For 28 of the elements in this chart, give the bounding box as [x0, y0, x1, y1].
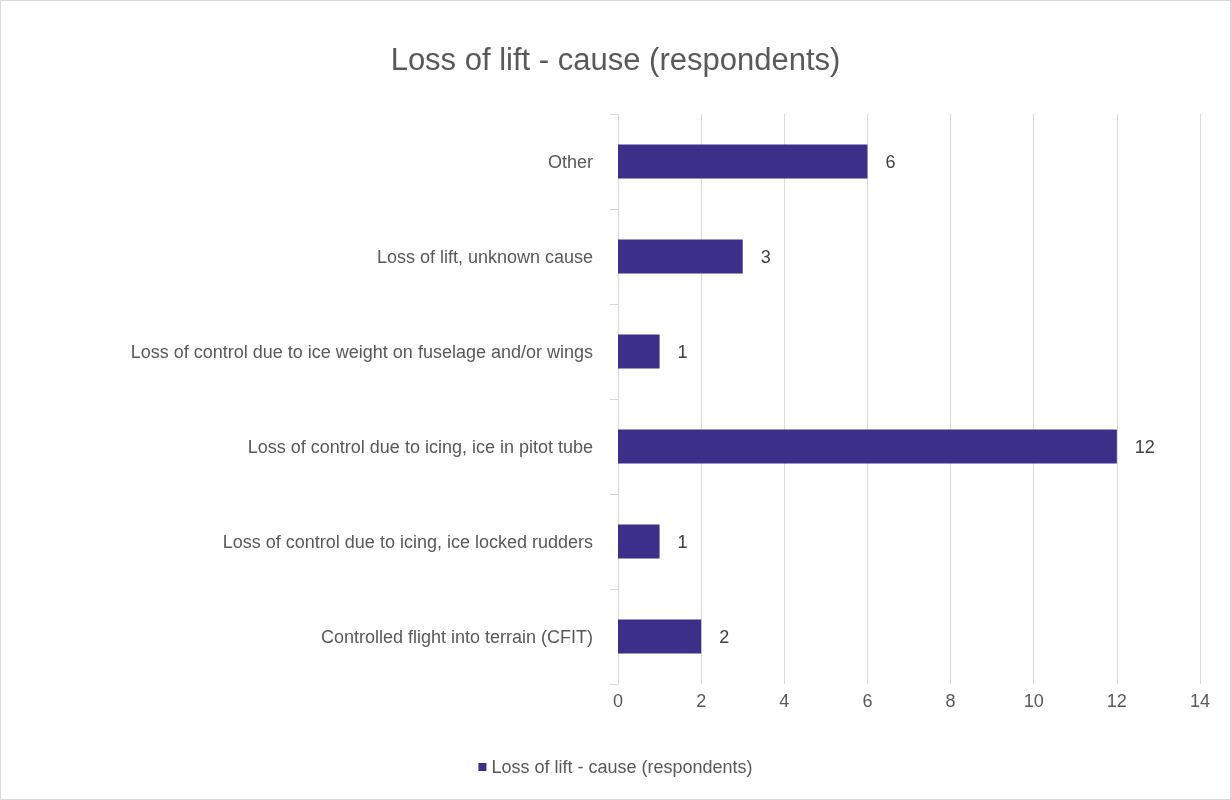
x-tick-label: 10 [1023, 691, 1044, 711]
bar [618, 524, 660, 559]
data-label: 1 [677, 341, 688, 362]
data-label: 2 [719, 626, 730, 647]
legend-label: Loss of lift - cause (respondents) [491, 757, 753, 777]
x-tick-label: 2 [696, 691, 707, 711]
y-tick-label: Loss of control due to icing, ice in pitot tube [247, 436, 593, 457]
chart-title: Loss of lift - cause (respondents) [390, 42, 841, 77]
y-tick-label: Loss of lift, unknown cause [376, 246, 593, 267]
data-label: 6 [885, 151, 896, 172]
y-tick-label: Loss of control due to ice weight on fuselage and/or wings [130, 341, 593, 362]
y-tick-label: Controlled flight into terrain (CFIT) [320, 626, 593, 647]
bar [618, 239, 743, 274]
bar [618, 334, 660, 369]
x-tick-label: 0 [612, 691, 624, 711]
x-tick-label: 4 [779, 691, 790, 711]
data-label: 1 [677, 531, 688, 552]
data-label: 12 [1134, 436, 1155, 457]
data-label: 3 [760, 246, 771, 267]
x-tick-label: 12 [1106, 691, 1127, 711]
bar [618, 144, 868, 179]
bar [618, 619, 702, 654]
y-tick-label: Loss of control due to icing, ice locked rudders [222, 531, 593, 552]
x-tick-label: 6 [862, 691, 873, 711]
y-tick-label: Other [547, 151, 593, 172]
x-tick-label: 14 [1189, 691, 1211, 711]
bar [618, 429, 1117, 464]
x-tick-label: 8 [945, 691, 956, 711]
